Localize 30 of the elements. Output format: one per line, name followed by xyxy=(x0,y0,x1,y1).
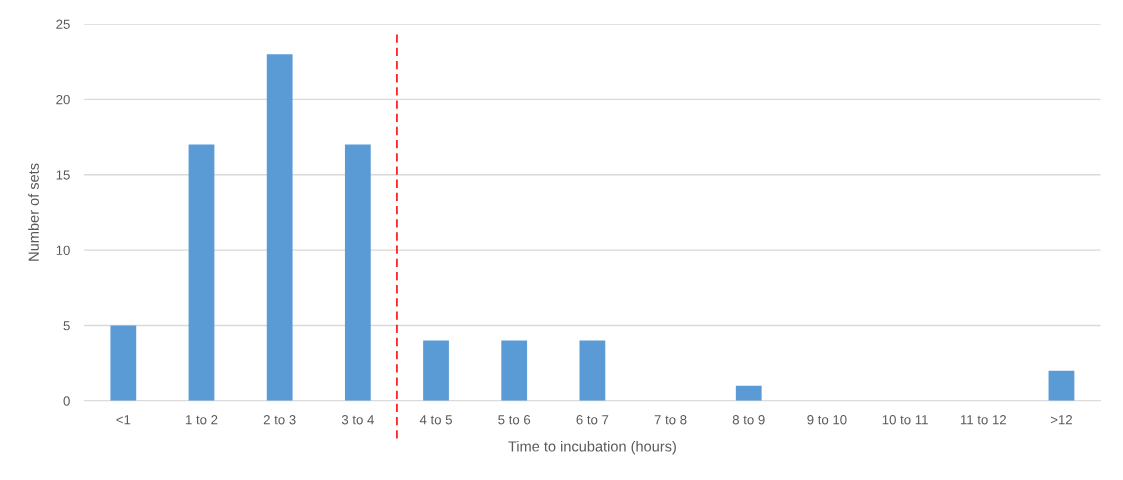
x-tick-label: 6 to 7 xyxy=(576,415,609,425)
x-tick-label: 10 to 11 xyxy=(882,415,928,425)
x-tick-label: 1 to 2 xyxy=(185,415,218,425)
bar xyxy=(266,54,293,401)
bar xyxy=(735,385,762,401)
y-tick-label: 5 xyxy=(63,321,70,331)
bar xyxy=(501,340,528,401)
x-tick-label: 7 to 8 xyxy=(654,415,687,425)
bar xyxy=(344,144,371,401)
x-tick-label: >12 xyxy=(1050,415,1072,425)
bar xyxy=(1048,370,1075,401)
bar xyxy=(110,325,137,401)
bar xyxy=(188,144,215,401)
x-tick-label: 2 to 3 xyxy=(263,415,296,425)
y-axis-title: Number of sets xyxy=(28,163,39,261)
x-tick-label: 8 to 9 xyxy=(732,415,765,425)
y-tick-label: 0 xyxy=(63,396,70,406)
y-tick-label: 15 xyxy=(56,170,70,180)
x-tick-label: 5 to 6 xyxy=(498,415,531,425)
y-tick-label: 25 xyxy=(56,19,70,29)
x-tick-label: 4 to 5 xyxy=(419,415,452,425)
x-tick-label: 9 to 10 xyxy=(807,415,847,425)
x-tick-label: 3 to 4 xyxy=(341,415,374,425)
bar xyxy=(423,340,449,401)
x-tick-label: <1 xyxy=(116,415,131,425)
y-tick-label: 20 xyxy=(56,94,70,105)
x-axis-title: Time to incubation (hours) xyxy=(508,440,676,455)
y-tick-label: 10 xyxy=(56,245,70,255)
x-tick-label: 11 to 12 xyxy=(960,415,1006,425)
bar xyxy=(579,340,606,401)
